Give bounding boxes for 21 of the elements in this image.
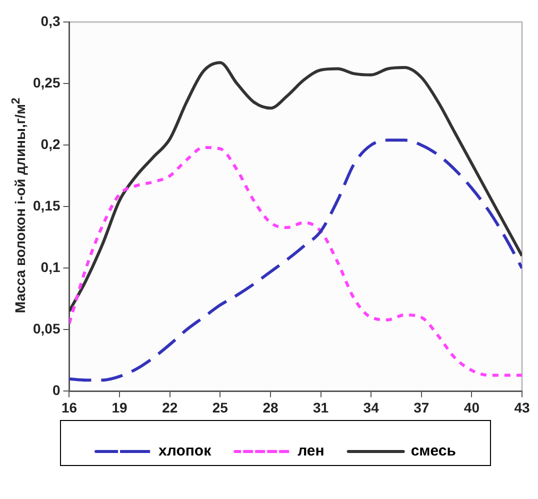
line-series	[69, 61, 522, 313]
y-tick-label: 0,3	[40, 12, 60, 29]
y-tick-label: 0,15	[33, 197, 60, 214]
x-tick-label: 31	[312, 399, 329, 416]
y-tick-label: 0,05	[33, 320, 60, 337]
legend-label: смесь	[410, 442, 456, 460]
x-tick-label: 37	[414, 399, 430, 416]
x-tick-label: 34	[363, 399, 380, 416]
legend-label: лен	[298, 442, 324, 460]
y-tick-label: 0	[52, 382, 60, 398]
legend-label: хлопок	[158, 442, 212, 460]
y-tick-label: 0,2	[40, 136, 60, 152]
x-tick-label: 40	[464, 399, 480, 416]
x-tick-label: 28	[262, 399, 278, 416]
x-tick-label: 25	[212, 399, 228, 416]
x-tick-label: 16	[61, 399, 78, 416]
y-tick-label: 0,25	[33, 74, 60, 90]
y-tick-label: 0,1	[40, 258, 60, 275]
x-tick-label: 22	[162, 399, 178, 416]
x-tick-label: 43	[514, 399, 530, 416]
x-tick-label: 19	[112, 399, 128, 416]
